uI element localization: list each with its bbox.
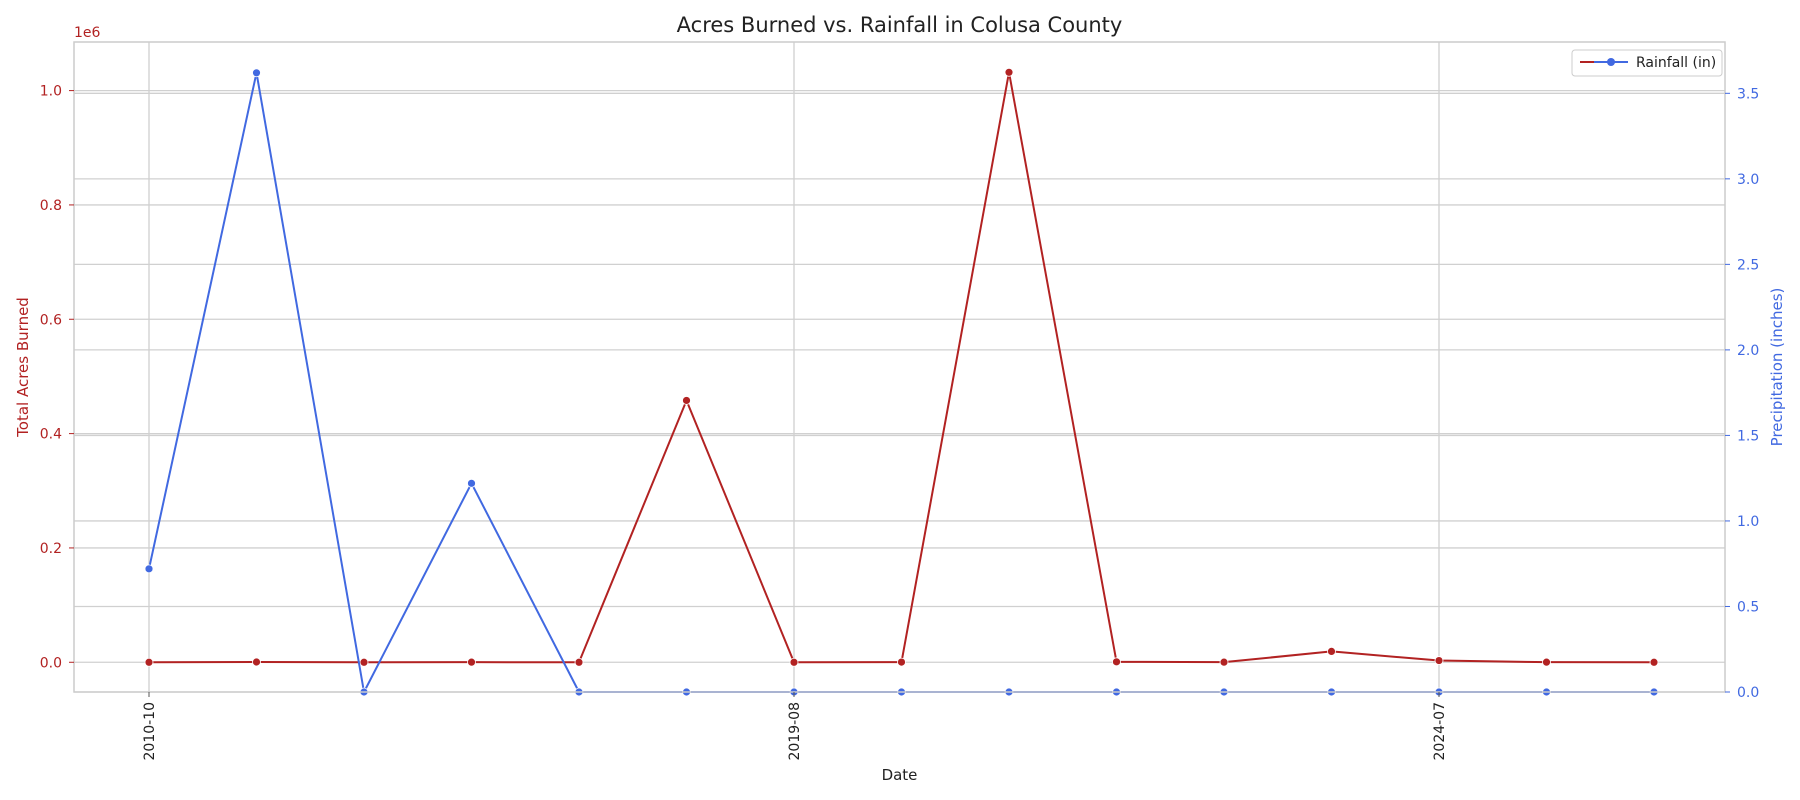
grid-lines bbox=[74, 42, 1725, 693]
acres-burned-point bbox=[1004, 67, 1014, 77]
acres-burned-point bbox=[1219, 657, 1229, 667]
right-y-tick-label: 3.5 bbox=[1737, 86, 1759, 102]
acres-burned-point bbox=[682, 396, 691, 405]
right-y-tick-label: 1.5 bbox=[1737, 428, 1759, 444]
acres-burned-point bbox=[789, 657, 799, 667]
acres-burned-point bbox=[359, 657, 369, 667]
rainfall-point bbox=[144, 564, 154, 574]
legend-label-rainfall: Rainfall (in) bbox=[1636, 55, 1716, 71]
left-y-tick-label: 1.0 bbox=[40, 84, 62, 100]
x-tick-label: 2019-08 bbox=[787, 702, 803, 761]
left-y-tick-label: 0.0 bbox=[40, 655, 62, 671]
right-y-axis-label: Precipitation (inches) bbox=[1768, 288, 1786, 447]
left-y-tick-label: 0.2 bbox=[40, 541, 62, 557]
axes: 0.0 0.2 0.4 0.6 0.8 1.0 0.0 0.5 1.0 1.5 2.0 2.5 3.0 3… bbox=[40, 84, 1760, 761]
legend-box bbox=[1571, 49, 1723, 77]
rainfall-line bbox=[148, 71, 1654, 693]
right-y-tick-label: 3.0 bbox=[1737, 172, 1759, 188]
x-tick-label: 2010-10 bbox=[142, 702, 158, 761]
left-y-axis-label: Total Acres Burned bbox=[14, 297, 32, 438]
series-layer bbox=[144, 67, 1659, 697]
right-y-tick-label: 0.5 bbox=[1737, 599, 1759, 615]
acres-burned-line bbox=[148, 71, 1655, 664]
legend-marker-rainfall bbox=[1607, 58, 1615, 66]
x-axis-label: Date bbox=[882, 766, 918, 784]
acres-burned-point bbox=[252, 657, 261, 667]
left-y-tick-label: 0.4 bbox=[40, 427, 62, 443]
acres-burned-point bbox=[467, 657, 476, 667]
acres-burned-point bbox=[1434, 656, 1444, 665]
rainfall-point bbox=[467, 478, 476, 488]
acres-burned-point bbox=[574, 657, 584, 667]
rainfall-point bbox=[252, 68, 261, 78]
right-y-tick-label: 0.0 bbox=[1737, 685, 1759, 701]
plot-frame bbox=[73, 41, 1726, 693]
legend: Rainfall (in) bbox=[1571, 49, 1723, 77]
right-y-tick-label: 2.0 bbox=[1737, 343, 1759, 359]
acres-burned-point bbox=[1542, 657, 1551, 667]
acres-burned-point bbox=[897, 657, 906, 667]
acres-burned-point bbox=[1327, 647, 1336, 656]
x-tick-label: 2024-07 bbox=[1432, 702, 1448, 761]
acres-burned-point bbox=[1649, 657, 1659, 667]
acres-burned-point bbox=[1112, 657, 1121, 667]
right-y-tick-label: 2.5 bbox=[1737, 257, 1759, 273]
acres-burned-point bbox=[144, 657, 154, 667]
left-y-axis-offset-label: 1e6 bbox=[74, 25, 101, 41]
chart-title: Acres Burned vs. Rainfall in Colusa Coun… bbox=[677, 13, 1123, 37]
left-y-tick-label: 0.8 bbox=[40, 198, 62, 214]
right-y-tick-label: 1.0 bbox=[1737, 514, 1759, 530]
left-y-tick-label: 0.6 bbox=[40, 312, 62, 328]
